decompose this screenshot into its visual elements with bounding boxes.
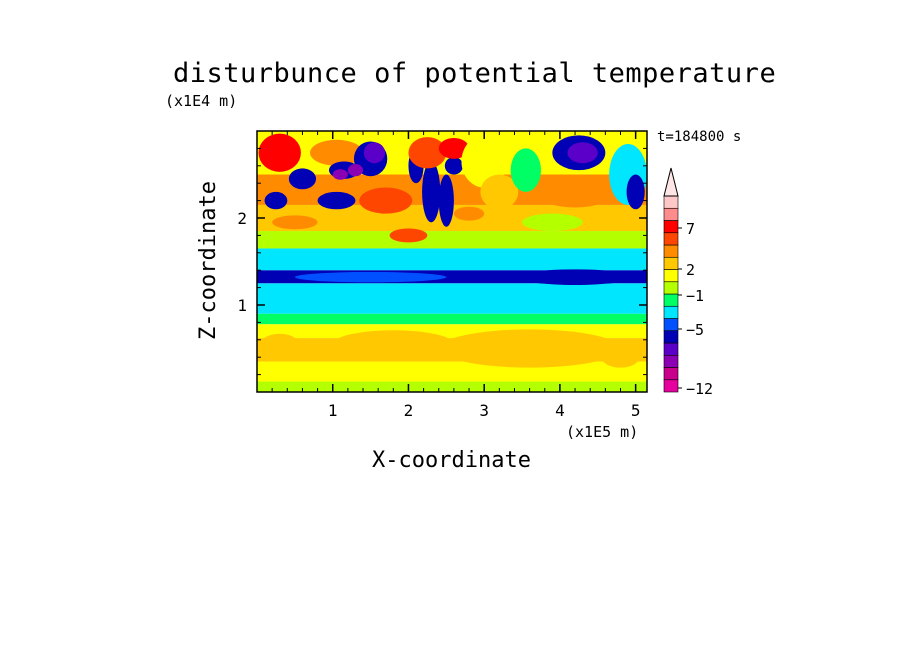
field-blob-11 bbox=[363, 142, 385, 164]
y-tick-label-1: 2 bbox=[237, 209, 247, 228]
field-blob-0 bbox=[518, 269, 632, 285]
y-tick-label-0: 1 bbox=[237, 296, 247, 315]
contour-field bbox=[257, 131, 647, 392]
colorbar-cell-13 bbox=[663, 220, 679, 234]
field-blob-29 bbox=[626, 174, 645, 210]
colorbar-label-0: 7 bbox=[686, 220, 695, 238]
y-axis-unit: (x1E4 m) bbox=[165, 92, 238, 110]
colorbar-cell-6 bbox=[663, 305, 679, 319]
field-blob-20 bbox=[408, 137, 447, 169]
field-blob-30 bbox=[522, 213, 583, 232]
field-band-7 bbox=[257, 248, 647, 271]
x-tick-label-4: 5 bbox=[631, 401, 641, 420]
field-blob-22 bbox=[461, 135, 507, 188]
field-blob-5 bbox=[264, 191, 288, 210]
colorbar-cell-15 bbox=[663, 195, 679, 209]
colorbar-label-1: 2 bbox=[686, 261, 695, 279]
colorbar-cell-11 bbox=[663, 244, 679, 258]
colorbar-label-3: −5 bbox=[686, 321, 704, 339]
field-blob-2 bbox=[438, 329, 621, 368]
field-band-1 bbox=[257, 361, 647, 382]
colorbar: 7 2 −1 −5 −12 bbox=[663, 167, 713, 398]
plot-frame bbox=[256, 130, 648, 393]
x-tick-label-1: 2 bbox=[404, 401, 414, 420]
colorbar-arrow bbox=[663, 167, 679, 197]
x-tick-label-3: 4 bbox=[555, 401, 565, 420]
field-blob-7 bbox=[310, 139, 364, 166]
field-band-5 bbox=[257, 283, 647, 314]
field-blob-31 bbox=[453, 206, 485, 221]
field-band-0 bbox=[257, 381, 647, 392]
colorbar-cell-10 bbox=[663, 256, 679, 270]
chart-title: disturbunce of potential temperature bbox=[173, 58, 777, 89]
colorbar-cell-14 bbox=[663, 207, 679, 221]
x-axis-unit: (x1E5 m) bbox=[566, 423, 639, 441]
field-blob-1 bbox=[294, 271, 447, 283]
colorbar-cell-1 bbox=[663, 367, 679, 381]
x-axis-label: X-coordinate bbox=[372, 448, 531, 473]
x-tick-label-0: 1 bbox=[328, 401, 338, 420]
field-blob-26 bbox=[567, 142, 598, 164]
colorbar-label-2: −1 bbox=[686, 287, 704, 305]
field-blob-13 bbox=[332, 169, 348, 180]
field-blob-14 bbox=[359, 187, 413, 214]
colorbar-cell-12 bbox=[663, 232, 679, 246]
field-band-8 bbox=[257, 231, 647, 249]
field-band-4 bbox=[257, 313, 647, 325]
colorbar-cell-7 bbox=[663, 293, 679, 307]
colorbar-cell-8 bbox=[663, 281, 679, 295]
colorbar-cell-0 bbox=[663, 379, 679, 393]
field-blob-15 bbox=[389, 228, 428, 243]
field-blob-24 bbox=[510, 148, 541, 192]
field-blob-8 bbox=[317, 191, 356, 210]
field-blob-21 bbox=[438, 137, 470, 159]
field-blob-19 bbox=[444, 157, 463, 175]
colorbar-cell-5 bbox=[663, 318, 679, 332]
time-label: t=184800 s bbox=[657, 129, 742, 145]
field-blob-33 bbox=[601, 346, 640, 368]
colorbar-cell-9 bbox=[663, 269, 679, 283]
field-blob-27 bbox=[537, 176, 613, 208]
field-blob-17 bbox=[438, 174, 454, 227]
field-blob-16 bbox=[422, 161, 441, 223]
field-blob-32 bbox=[272, 215, 318, 230]
field-blob-34 bbox=[260, 333, 299, 355]
x-tick-label-2: 3 bbox=[479, 401, 489, 420]
colorbar-cell-3 bbox=[663, 342, 679, 356]
colorbar-cell-4 bbox=[663, 330, 679, 344]
field-blob-3 bbox=[332, 330, 454, 359]
field-blob-6 bbox=[288, 168, 317, 190]
field-blob-12 bbox=[347, 164, 364, 177]
plot-axes: 1 2 3 4 5 1 2 bbox=[237, 130, 648, 420]
field-blob-23 bbox=[480, 174, 519, 210]
colorbar-label-4: −12 bbox=[686, 380, 713, 398]
colorbar-cell-2 bbox=[663, 354, 679, 368]
field-blob-4 bbox=[258, 133, 301, 172]
